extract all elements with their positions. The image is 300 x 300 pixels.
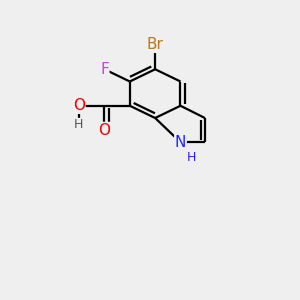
Text: O: O	[98, 122, 110, 137]
Text: N: N	[175, 135, 186, 150]
Text: O: O	[73, 98, 85, 113]
Text: F: F	[100, 62, 109, 77]
Text: H: H	[186, 151, 196, 164]
Text: Br: Br	[147, 37, 164, 52]
Text: H: H	[74, 118, 84, 131]
